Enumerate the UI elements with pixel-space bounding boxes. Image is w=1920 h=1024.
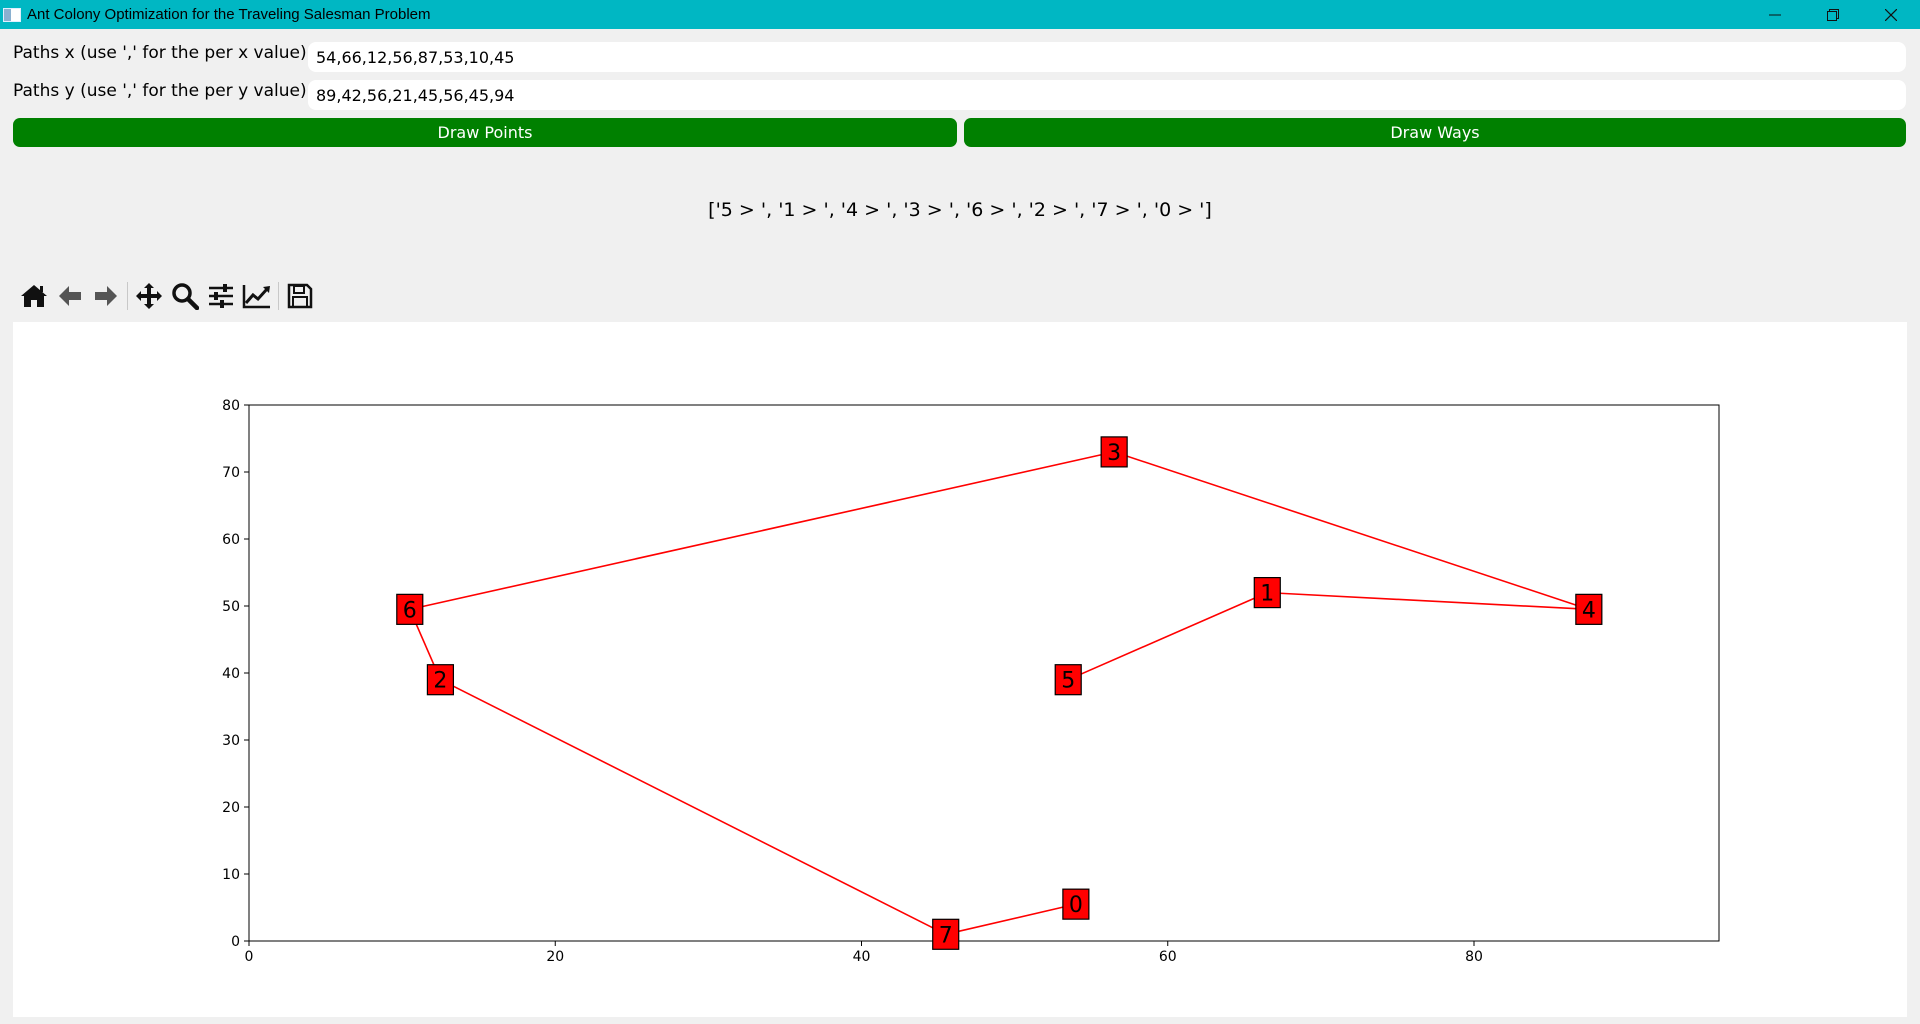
city-marker: [1253, 577, 1281, 609]
pan-button[interactable]: [131, 279, 167, 313]
home-icon: [21, 285, 47, 307]
app-icon: [3, 7, 21, 22]
city-label: 6: [403, 598, 417, 623]
draw-ways-button[interactable]: Draw Ways: [964, 118, 1906, 147]
city-node-0: 0: [1062, 888, 1090, 920]
city-node-4: 4: [1575, 593, 1603, 625]
route-segment: [945, 903, 1077, 936]
x-tick-label: 0: [245, 949, 254, 965]
zoom-icon: [172, 283, 199, 310]
home-button[interactable]: [16, 279, 52, 313]
city-marker: [1054, 664, 1082, 696]
back-arrow-icon: [59, 286, 81, 306]
x-tick-label: 60: [1159, 949, 1177, 965]
route-segment: [1067, 591, 1268, 681]
city-label: 5: [1061, 669, 1075, 694]
x-tick-label: 20: [546, 949, 564, 965]
city-label: 0: [1069, 893, 1083, 918]
route-segment: [440, 678, 947, 936]
toolbar-separator: [127, 282, 128, 310]
y-tick-label: 50: [222, 599, 240, 615]
route-segment: [1267, 591, 1589, 611]
y-tick-label: 60: [222, 532, 240, 548]
window-title: Ant Colony Optimization for the Travelin…: [27, 6, 431, 23]
y-tick-label: 80: [222, 398, 240, 414]
minimize-icon: [1769, 14, 1781, 15]
configure-subplots-icon: [209, 284, 233, 308]
x-tick-label: 80: [1465, 949, 1483, 965]
city-label: 4: [1582, 598, 1596, 623]
city-node-3: 3: [1100, 436, 1128, 468]
city-node-5: 5: [1054, 664, 1082, 696]
plot-toolbar: [16, 279, 318, 313]
city-label: 7: [939, 923, 953, 948]
y-tick-label: 20: [222, 800, 240, 816]
edit-axis-button[interactable]: [239, 279, 275, 313]
y-tick-label: 70: [222, 465, 240, 481]
route-segment: [1113, 451, 1590, 611]
restore-button[interactable]: [1804, 0, 1862, 29]
back-button[interactable]: [52, 279, 88, 313]
paths-x-label: Paths x (use ',' for the per x value):: [13, 43, 313, 63]
city-marker: [1062, 888, 1090, 920]
city-marker: [426, 664, 455, 696]
zoom-button[interactable]: [167, 279, 203, 313]
city-node-6: 6: [396, 593, 424, 625]
y-tick-label: 0: [231, 934, 240, 950]
pan-icon: [136, 283, 162, 309]
axes-frame: [248, 404, 1720, 942]
city-marker: [932, 918, 960, 950]
toolbar-separator: [278, 282, 279, 310]
city-label: 3: [1107, 441, 1121, 466]
minimize-button[interactable]: [1746, 0, 1804, 29]
route-result-text: ['5 > ', '1 > ', '4 > ', '3 > ', '6 > ',…: [708, 199, 1212, 221]
y-tick-label: 30: [222, 733, 240, 749]
forward-button[interactable]: [88, 279, 124, 313]
route-segment: [409, 451, 1115, 611]
paths-y-label: Paths y (use ',' for the per y value):: [13, 81, 313, 101]
route-plot: 0 20 40 60 80 0 10 20 30 40 50 60 70 80 0 1 2 3 4 5 6 7: [222, 398, 1720, 965]
edit-axis-icon: [242, 285, 270, 309]
city-marker: [1575, 593, 1603, 625]
city-marker: [396, 593, 424, 625]
city-label: 1: [1260, 582, 1274, 607]
y-tick-label: 40: [222, 666, 240, 682]
save-icon: [287, 283, 313, 309]
save-figure-button[interactable]: [282, 279, 318, 313]
city-label: 2: [433, 669, 447, 694]
x-tick-label: 40: [853, 949, 871, 965]
paths-y-input[interactable]: [308, 80, 1906, 110]
title-bar: Ant Colony Optimization for the Travelin…: [0, 0, 1920, 29]
city-marker: [1100, 436, 1128, 468]
restore-icon: [1827, 8, 1839, 21]
paths-x-input[interactable]: [308, 42, 1906, 72]
y-tick-label: 10: [222, 867, 240, 883]
draw-points-button[interactable]: Draw Points: [13, 118, 957, 147]
close-icon: [1885, 8, 1897, 21]
city-node-7: 7: [932, 918, 960, 950]
forward-arrow-icon: [95, 286, 117, 306]
close-button[interactable]: [1862, 0, 1920, 29]
window-controls: [1746, 0, 1920, 29]
plot-canvas[interactable]: 0 20 40 60 80 0 10 20 30 40 50 60 70 80 0 1 2 3 4 5 6 7: [13, 322, 1907, 1017]
city-node-2: 2: [426, 664, 455, 696]
city-node-1: 1: [1253, 577, 1281, 609]
configure-subplots-button[interactable]: [203, 279, 239, 313]
